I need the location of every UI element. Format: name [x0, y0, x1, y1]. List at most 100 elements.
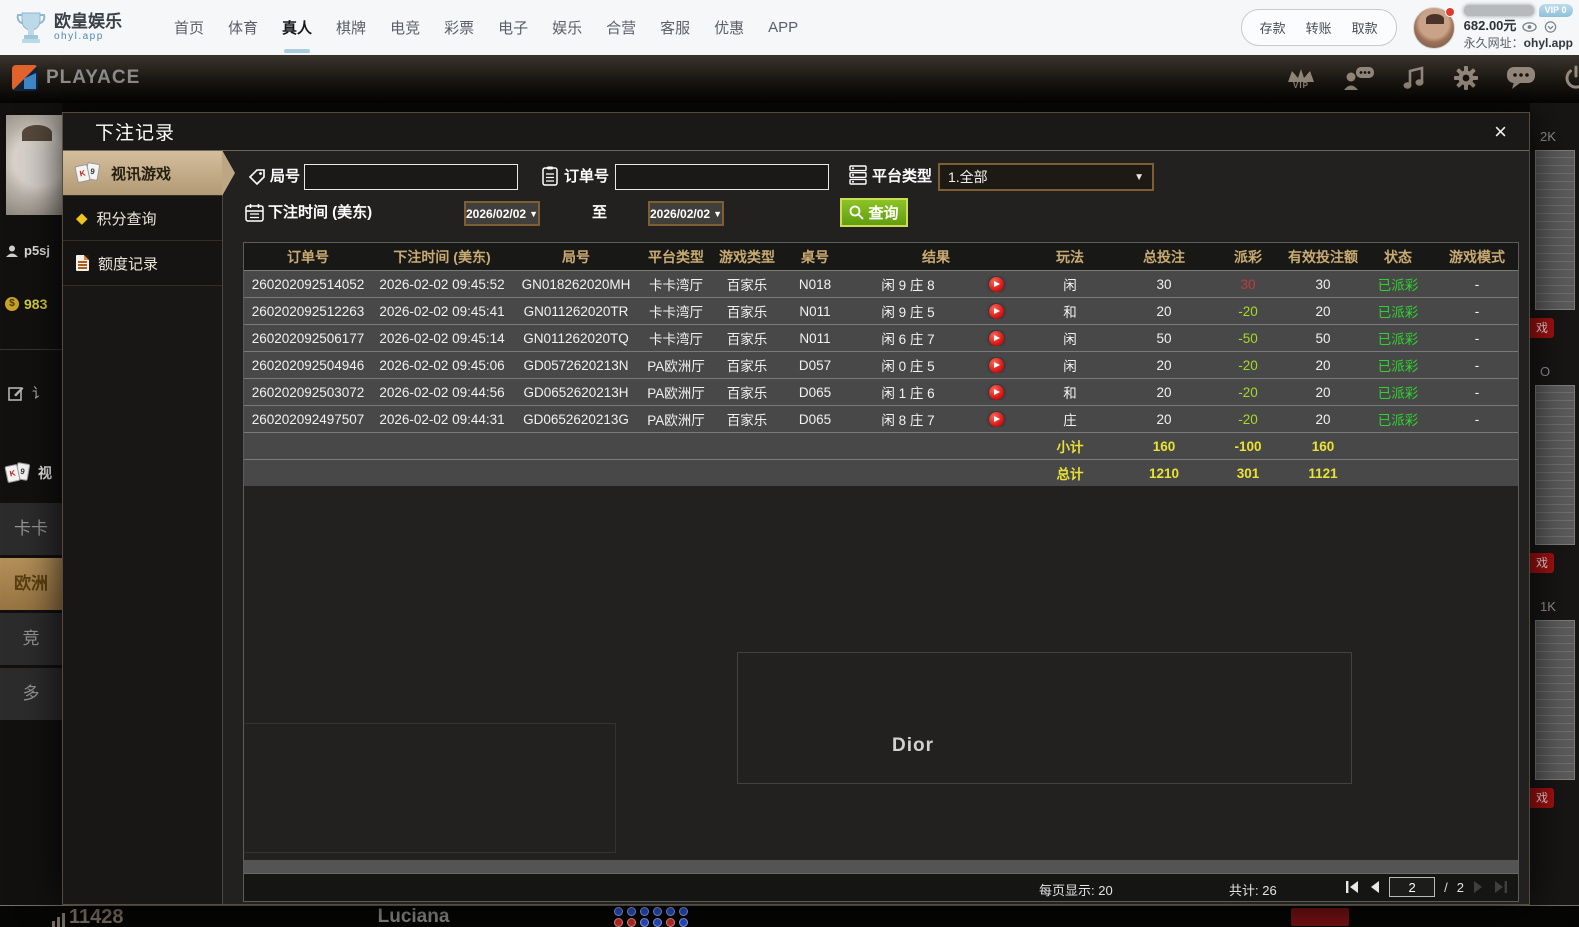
game-badge[interactable]: 戏 — [1530, 788, 1554, 808]
cell-payout: -20 — [1238, 303, 1258, 319]
column-header: 游戏类型 — [719, 248, 775, 265]
date-from-picker[interactable]: 2026/02/02 ▼ — [464, 201, 540, 226]
cell-status: 已派彩 — [1377, 413, 1419, 428]
lobby-menu-kaka[interactable]: 卡卡 — [0, 503, 62, 555]
customer-service-icon[interactable] — [1343, 65, 1375, 91]
power-icon[interactable] — [1563, 65, 1579, 91]
sidebar-item-credit-records[interactable]: 额度记录 — [63, 241, 222, 286]
game-badge[interactable]: 戏 — [1530, 318, 1554, 338]
column-header: 状态 — [1384, 248, 1412, 265]
replay-button[interactable] — [988, 357, 1004, 373]
close-icon[interactable]: × — [1494, 118, 1507, 144]
column-header: 桌号 — [801, 248, 829, 265]
replay-button[interactable] — [988, 303, 1004, 319]
round-number-label: 局号 — [270, 168, 301, 185]
first-page-button[interactable] — [1345, 880, 1359, 894]
cell-bet_type: 闲 — [1063, 332, 1077, 347]
cell-status: 已派彩 — [1377, 332, 1419, 347]
nav-item-sports[interactable]: 体育 — [228, 20, 259, 37]
lobby-menu-jing[interactable]: 竞 — [0, 613, 62, 665]
cell-table_no: N011 — [799, 330, 831, 346]
user-avatar[interactable] — [1412, 6, 1455, 49]
lobby-username: p5sj — [24, 243, 51, 258]
nav-item-live[interactable]: 真人 — [282, 17, 312, 38]
column-header: 平台类型 — [648, 248, 704, 265]
cell-time: 2026-02-02 09:45:52 — [379, 276, 505, 292]
modal-title: 下注记录 — [95, 123, 176, 144]
lobby-menu-europe[interactable]: 欧洲 — [0, 558, 62, 610]
nav-item-lottery[interactable]: 彩票 — [444, 20, 475, 37]
nav-item-entertainment[interactable]: 娱乐 — [552, 20, 583, 37]
transfer-button[interactable]: 转账 — [1305, 21, 1332, 36]
calendar-icon — [245, 204, 264, 222]
nav-item-slots[interactable]: 电子 — [498, 20, 529, 37]
platform-type-value: 1.全部 — [948, 169, 988, 185]
eye-icon[interactable] — [1522, 21, 1538, 33]
lobby-bottom-strip: 11428 Luciana — [0, 905, 1579, 927]
edit-icon[interactable] — [8, 385, 24, 401]
cell-order_id: 260202092514052 — [251, 276, 365, 292]
table-row: 260202092514052 2026-02-02 09:45:52 GN0182… — [244, 270, 1518, 297]
document-icon — [76, 255, 89, 271]
nav-item-support[interactable]: 客服 — [660, 20, 691, 37]
tag-icon — [248, 169, 265, 186]
round-number-input[interactable] — [304, 164, 518, 190]
cell-platform: 卡卡湾厅 — [649, 332, 703, 347]
balance-amount: 682.00元 — [1463, 18, 1517, 34]
replay-button[interactable] — [988, 330, 1004, 346]
cell-status: 已派彩 — [1377, 359, 1419, 374]
music-icon[interactable] — [1402, 65, 1426, 91]
replay-button[interactable] — [988, 411, 1004, 427]
replay-button[interactable] — [988, 276, 1004, 292]
nav-item-partnership[interactable]: 合营 — [606, 20, 637, 37]
refresh-balance-icon[interactable] — [1543, 20, 1558, 33]
vip-level-badge: VIP 0 — [1538, 4, 1573, 18]
platform-type-select[interactable]: 1.全部 ▼ — [938, 163, 1154, 191]
next-page-button[interactable] — [1473, 880, 1485, 894]
cell-round: GN018262020MH — [521, 276, 631, 292]
dealer-name: Luciana — [377, 905, 450, 927]
cell-game: 百家乐 — [726, 413, 768, 428]
cell-total_bet: 20 — [1156, 411, 1172, 427]
lobby-menu-duo[interactable]: 多 — [0, 668, 62, 720]
cell-play — [968, 303, 1024, 319]
cell-play — [968, 384, 1024, 400]
nav-item-app[interactable]: APP — [768, 19, 799, 36]
nav-item-esports[interactable]: 电竞 — [390, 20, 421, 37]
player-bead — [678, 917, 688, 927]
player-bead — [626, 906, 636, 916]
column-header: 派彩 — [1234, 248, 1262, 265]
cell-payout: -20 — [1238, 384, 1258, 400]
pagination-bar: 每页显示: 20 共计: 26 / 2 — [244, 873, 1518, 901]
column-header: 结果 — [922, 248, 950, 265]
lobby-points: 983 — [24, 296, 48, 312]
prev-page-button[interactable] — [1368, 880, 1380, 894]
nav-item-promotions[interactable]: 优惠 — [714, 20, 745, 37]
order-number-input[interactable] — [615, 164, 829, 190]
last-page-button[interactable] — [1494, 880, 1508, 894]
cell-total_bet: 50 — [1156, 330, 1172, 346]
cell-round: GD0572620213N — [523, 357, 629, 373]
settings-gear-icon[interactable] — [1453, 65, 1479, 91]
cell-play — [968, 330, 1024, 346]
nav-item-board-games[interactable]: 棋牌 — [336, 20, 367, 37]
roadmap-grid — [1535, 620, 1575, 780]
user-icon — [6, 245, 18, 257]
game-badge[interactable]: 戏 — [1530, 553, 1554, 573]
date-to-picker[interactable]: 2026/02/02 ▼ — [648, 201, 724, 226]
chat-icon[interactable] — [1506, 66, 1536, 90]
replay-button[interactable] — [988, 384, 1004, 400]
deposit-button[interactable]: 存款 — [1259, 21, 1286, 36]
cell-platform: 卡卡湾厅 — [649, 305, 703, 320]
search-button[interactable]: 查询 — [840, 198, 908, 227]
page-number-input[interactable] — [1389, 877, 1436, 897]
cell-valid_bet: 50 — [1315, 330, 1331, 346]
cell-result: 闲 6 庄 7 — [881, 332, 935, 347]
sidebar-item-points-query[interactable]: ◆ 积分查询 — [63, 196, 222, 241]
withdraw-button[interactable]: 取款 — [1351, 21, 1378, 36]
nav-item-home[interactable]: 首页 — [174, 20, 205, 37]
vip-icon[interactable]: VIP — [1286, 67, 1316, 90]
brand-logo[interactable]: 欧皇娱乐 ohyl.app — [16, 11, 122, 45]
